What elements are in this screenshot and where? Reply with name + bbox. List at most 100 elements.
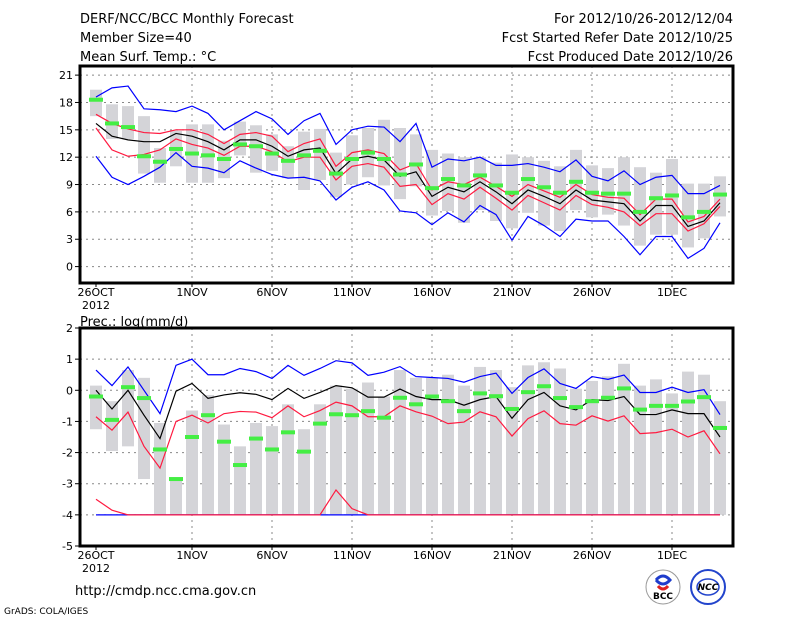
plot-frame [78,64,735,285]
max-line [95,358,721,415]
ensemble-range-bar [474,366,486,515]
ensemble-range-bar [90,89,102,117]
observation-marker [393,395,407,400]
footer-url[interactable]: http://cmdp.ncc.cma.gov.cn [75,584,256,599]
ensemble-range-bar [250,125,262,173]
observation-marker [345,157,359,161]
observation-marker [713,425,727,430]
grads-credit: GrADS: COLA/IGES [4,607,88,617]
ensemble-range-bar [666,393,678,515]
x-tick-label: 11NOV [333,286,372,299]
x-tick-label: 26NOV [573,286,612,299]
ensemble-range-bar [426,377,438,515]
observation-marker [121,125,135,130]
observation-marker [713,192,727,197]
observation-marker [505,406,519,411]
observation-marker [393,172,407,177]
forecast-period: For 2012/10/26-2012/12/04 [554,12,733,27]
precipitation-panel: -5 -4 -3 -2 -1 0 1 2 26OCT 1NOV 6NOV 11NOV 16NOV 21NO… [62,322,735,575]
variable-label: Mean Surf. Temp.: °C [80,50,216,65]
ensemble-range-bar [618,157,630,226]
y-tick-label: 2 [66,322,73,335]
bcc-logo-text: BCC [653,592,673,602]
observation-marker [249,436,263,441]
ensemble-range-bar [634,385,646,515]
ensemble-range-bar [650,379,662,515]
observation-marker [153,447,167,452]
ensemble-range-bar [234,446,246,515]
ensemble-range-bar [282,404,294,515]
ensemble-range-bar [618,363,630,515]
observation-marker [569,179,583,184]
observation-marker [681,215,695,220]
observation-marker [297,449,311,454]
observation-marker [441,177,455,182]
observation-marker [217,157,231,161]
x-tick-sublabel: 2012 [82,562,110,575]
ensemble-range-bar [410,377,422,515]
y-tick-label: 0 [66,261,73,274]
observation-marker [361,409,375,414]
ensemble-range-bar [474,157,486,211]
x-tick-label: 21NOV [493,549,532,562]
ensemble-range-bar [394,128,406,200]
observation-marker [649,403,663,408]
y-tick-label: -1 [62,415,73,428]
y-tick-label: -3 [62,478,73,491]
sd-lower-line [95,488,720,516]
observation-marker [441,399,455,404]
x-tick-label: 26OCT [77,549,114,562]
observation-marker [281,430,295,435]
observation-marker [473,173,487,178]
x-tick-label: 21NOV [493,286,532,299]
y-tick-label: -4 [62,509,73,522]
ensemble-range-bar [698,374,710,515]
observation-marker [457,183,471,188]
y-tick-label: 15 [59,124,73,137]
sd-upper-line [95,401,721,470]
observation-marker [297,153,311,158]
observation-marker [233,142,247,147]
ensemble-range-bar [602,376,614,515]
ensemble-range-bar [538,160,550,226]
x-tick-label: 26OCT [77,286,114,299]
ensemble-range-bar [538,362,550,515]
ensemble-range-bar [298,429,310,515]
ensemble-mean-line [95,382,721,440]
sd-upper-line [95,113,721,223]
start-date: Fcst Started Refer Date 2012/10/25 [502,31,733,46]
sd-lower-line [95,127,721,232]
observation-marker [601,191,615,196]
plot-frame [78,326,735,548]
ensemble-range-bar [122,370,134,447]
x-tick-label: 1NOV [176,286,208,299]
ensemble-range-bar [202,394,214,515]
precip-panel-title: Prec.: log(mm/d) [80,315,188,330]
observation-marker [521,177,535,182]
ensemble-range-bar [138,116,150,174]
ensemble-range-bar [394,370,406,515]
observation-marker [409,162,423,167]
observation-marker [217,439,231,444]
ensemble-range-bar [90,385,102,430]
observation-marker [697,209,711,214]
y-tick-label: -5 [62,540,73,553]
observation-marker [457,409,471,414]
ensemble-range-bar [586,380,598,515]
observation-marker [313,148,327,153]
max-line [95,85,721,195]
observation-marker [313,421,327,426]
ensemble-range-bar [378,119,390,186]
ensemble-range-bar [714,401,726,515]
observation-marker [201,153,215,158]
x-tick-label: 16NOV [413,286,452,299]
observation-marker [633,407,647,412]
member-size: Member Size=40 [80,31,192,46]
ensemble-range-bar [234,121,246,156]
observation-marker [505,190,519,195]
observation-marker [537,384,551,389]
observation-marker [153,159,167,164]
observation-marker [425,186,439,191]
x-tick-label: 6NOV [256,549,288,562]
x-tick-label: 1DEC [657,549,687,562]
